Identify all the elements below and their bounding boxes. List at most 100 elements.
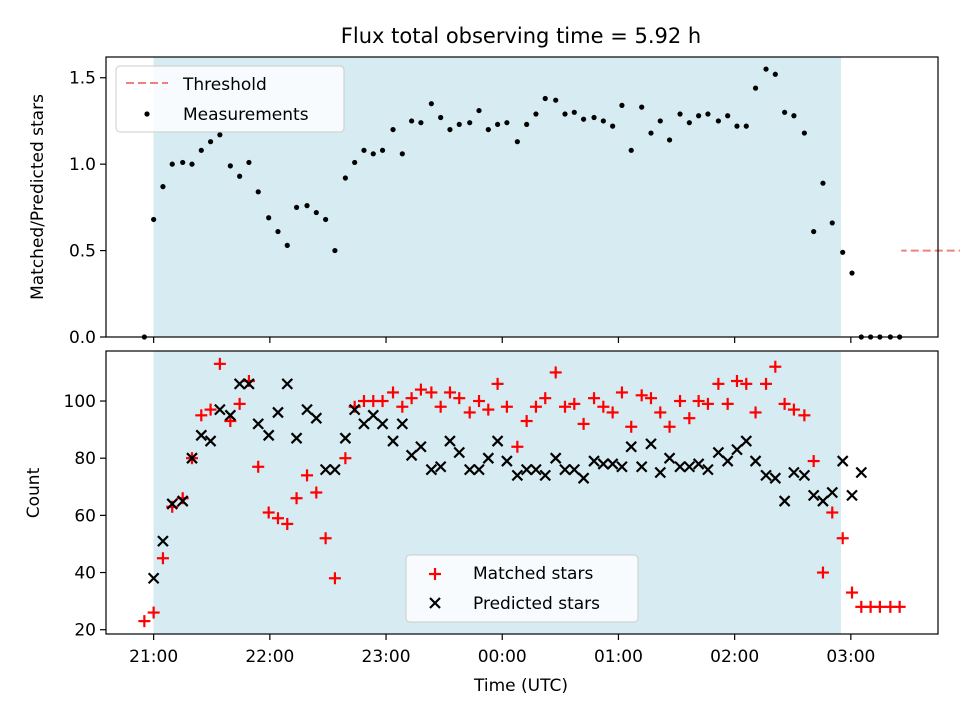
measurement-point	[438, 114, 444, 121]
measurement-point	[217, 132, 223, 138]
measurement-point	[227, 163, 233, 169]
predicted-star-point	[376, 418, 389, 430]
matched-star-point	[846, 586, 859, 599]
x-tick-label: 03:00	[826, 647, 875, 667]
predicted-star-point	[788, 466, 800, 479]
chart-title: Flux total observing time = 5.92 h	[341, 24, 701, 48]
predicted-star-point	[233, 378, 246, 390]
predicted-star-point	[252, 418, 265, 430]
predicted-star-point	[224, 409, 237, 422]
predicted-star-point	[846, 489, 858, 502]
bottom-y-axis-ticks: 20 40 60 80 100	[64, 392, 106, 641]
measurement-point	[198, 147, 204, 153]
matched-star-point	[893, 600, 906, 613]
matched-star-point	[749, 406, 762, 419]
predicted-star-point	[463, 463, 476, 476]
predicted-star-point	[214, 403, 226, 416]
predicted-star-point	[195, 429, 208, 442]
predicted-star-point	[817, 495, 829, 507]
measurement-point	[246, 159, 252, 166]
matched-star-point	[692, 395, 705, 408]
predicted-star-point	[577, 472, 590, 484]
matched-star-point	[539, 392, 552, 405]
measurement-point	[399, 151, 405, 157]
measurement-point	[467, 120, 473, 126]
matched-star-point	[740, 377, 753, 390]
predicted-star-point	[549, 452, 562, 464]
matched-star-point	[807, 455, 820, 468]
measurement-point	[648, 130, 654, 136]
x-tick-label: 22:00	[245, 647, 294, 667]
matched-star-point	[635, 389, 648, 402]
predicted-star-point	[568, 463, 581, 476]
measurement-point	[772, 71, 778, 77]
x-axis-label: Time (UTC)	[473, 676, 568, 696]
predicted-star-point	[625, 440, 638, 453]
top-y-tick-label: 1.5	[69, 69, 96, 89]
predicted-star-point	[415, 440, 427, 453]
predicted-star-point	[530, 463, 542, 476]
predicted-star-point	[243, 378, 255, 390]
matched-star-point	[290, 492, 303, 505]
measurement-point	[752, 85, 759, 91]
predicted-star-point	[290, 432, 303, 444]
measurement-point	[504, 120, 510, 126]
predicted-star-point	[635, 460, 648, 473]
matched-star-point	[826, 506, 839, 519]
bottom-axes-frame	[105, 350, 939, 635]
matched-star-point	[233, 397, 246, 410]
matched-star-point	[721, 397, 734, 410]
predicted-star-point	[663, 452, 676, 464]
bottom-y-tick-label: 80	[74, 449, 96, 469]
top-y-tick-label: 0.5	[69, 242, 96, 262]
measurement-point	[237, 173, 243, 179]
predicted-star-point	[310, 412, 323, 424]
matched-star-point	[463, 406, 476, 419]
matched-star-point	[500, 400, 513, 413]
predicted-star-point	[434, 460, 447, 473]
matched-star-point	[615, 386, 628, 399]
measurement-point	[151, 216, 157, 223]
matched-star-point	[549, 366, 562, 379]
measurement-point	[332, 247, 338, 254]
measurement-point	[763, 66, 769, 72]
predicted-star-point	[539, 469, 552, 482]
predicted-star-point	[654, 466, 667, 479]
matched-star-point	[213, 357, 226, 370]
predicted-star-point	[740, 435, 753, 447]
predicted-star-point	[683, 460, 696, 473]
matched-star-point	[787, 403, 800, 416]
measurement-point	[409, 118, 415, 124]
matched-legend-label: Matched stars	[473, 564, 593, 584]
matched-star-point	[558, 400, 571, 413]
predicted-star-point	[186, 452, 198, 464]
matched-legend-swatch	[429, 568, 441, 580]
measurement-point	[418, 120, 424, 126]
predicted-star-point	[597, 458, 610, 470]
measurement-point	[361, 147, 367, 153]
measurement-point	[456, 121, 462, 128]
predicted-star-point	[348, 403, 361, 416]
matched-star-point	[873, 600, 886, 613]
measurement-point	[370, 151, 376, 157]
bottom-x-axis-ticks: 21:00 22:00 23:00 00:00 01:00 02:00 03:00	[129, 634, 875, 667]
predicted-star-point	[473, 463, 485, 476]
predicted-star-point	[166, 498, 179, 510]
matched-star-point	[491, 377, 504, 390]
measurement-point	[313, 209, 319, 216]
predicted-star-point	[405, 449, 418, 462]
predicted-star-point	[329, 463, 341, 476]
measurement-point	[266, 215, 272, 221]
matched-star-point	[414, 383, 427, 396]
predicted-star-point	[702, 463, 714, 476]
predicted-star-point	[559, 463, 571, 476]
measurements-layer	[141, 66, 903, 340]
matched-star-point	[195, 409, 208, 422]
measurement-point	[743, 123, 749, 129]
predicted-star-point	[778, 495, 791, 507]
measurement-point	[180, 159, 186, 166]
matched-star-point	[577, 417, 590, 430]
top-y-tick-label: 0.0	[69, 328, 96, 348]
matched-star-point	[816, 566, 829, 579]
predicted-legend-label: Predicted stars	[473, 594, 600, 614]
